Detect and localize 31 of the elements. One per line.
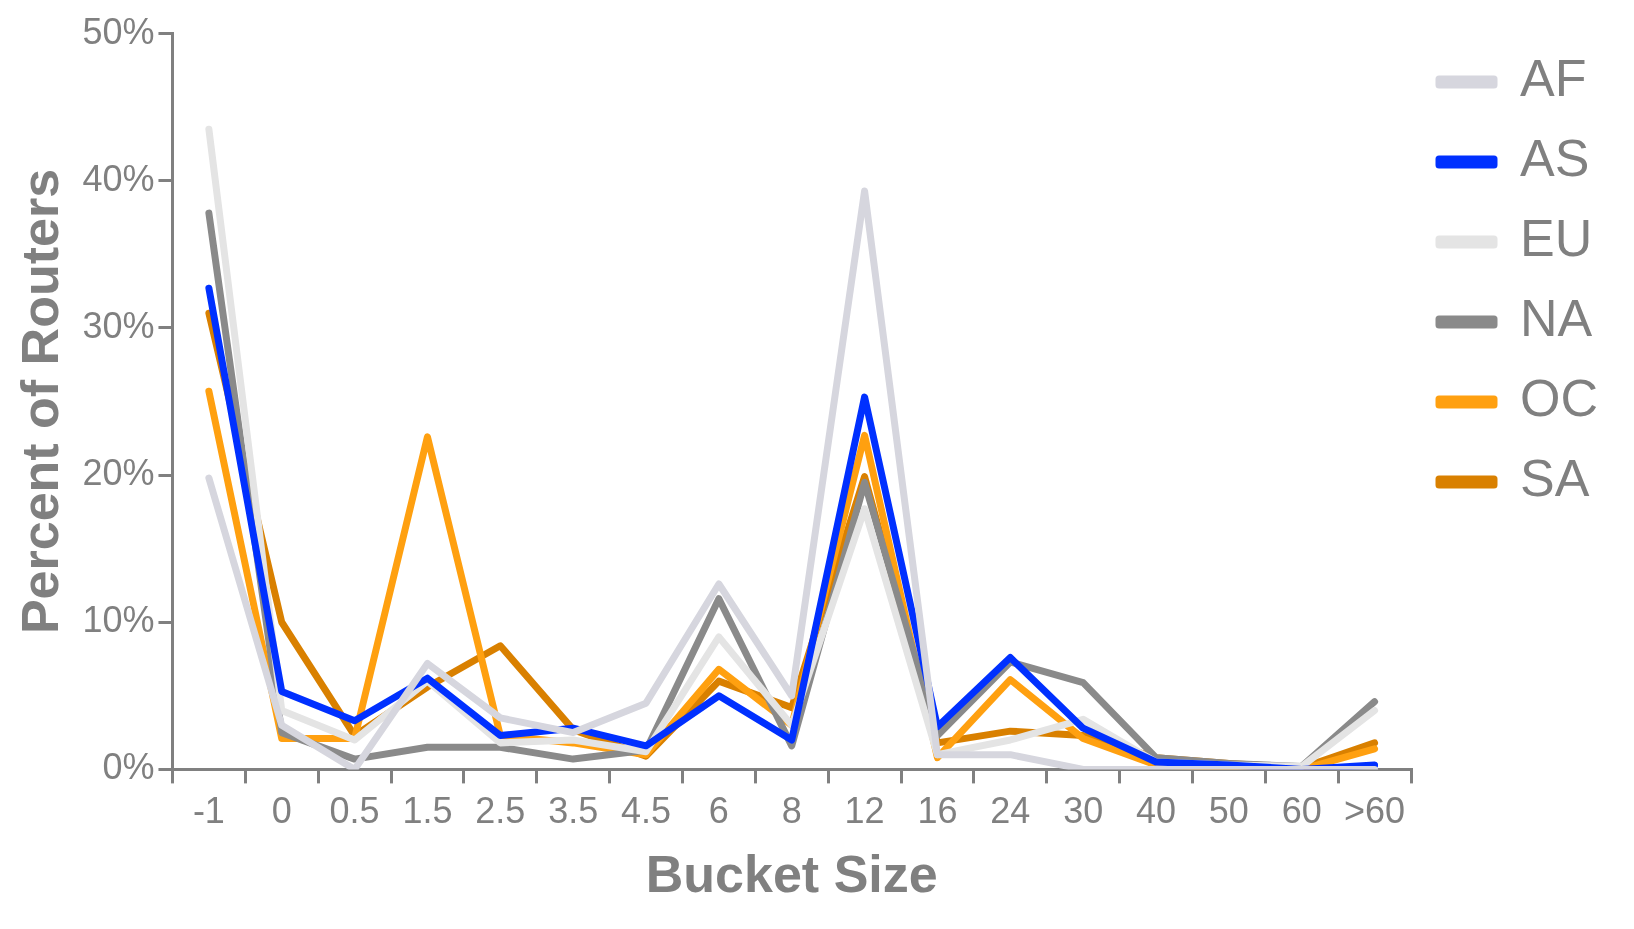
x-axis-title: Bucket Size (645, 845, 938, 904)
x-tick-label: -1 (192, 789, 225, 831)
x-tick-label: 30 (1063, 789, 1104, 831)
y-tick-label: 0% (102, 746, 155, 788)
x-tick-label: 60 (1281, 789, 1322, 831)
y-axis-title: Percent of Routers (10, 168, 69, 635)
x-tick-label: 50 (1208, 789, 1249, 831)
x-tick-label: 24 (990, 789, 1031, 831)
x-tick-label: 16 (917, 789, 958, 831)
legend-label: AF (1520, 49, 1587, 108)
x-tick-label: 2.5 (475, 789, 526, 831)
y-tick-label: 40% (82, 157, 155, 199)
legend-label: NA (1520, 289, 1593, 348)
legend-label: AS (1520, 129, 1590, 188)
x-tick-label: 6 (708, 789, 729, 831)
x-tick-label: 8 (781, 789, 802, 831)
y-tick-label: 50% (82, 10, 155, 52)
y-tick-label: 10% (82, 599, 155, 641)
x-tick-label: 4.5 (620, 789, 672, 831)
x-tick-label: 0.5 (329, 789, 380, 831)
legend-label: EU (1520, 209, 1593, 268)
x-tick-label: 0 (271, 789, 292, 831)
x-tick-label: 12 (844, 789, 885, 831)
x-tick-label: >60 (1344, 789, 1406, 831)
legend-label: SA (1520, 449, 1590, 508)
x-tick-label: 40 (1135, 789, 1177, 831)
y-tick-label: 30% (82, 304, 155, 346)
x-tick-label: 1.5 (402, 789, 453, 831)
legend-label: OC (1520, 369, 1598, 428)
x-tick-label: 3.5 (548, 789, 599, 831)
y-tick-label: 20% (82, 452, 155, 493)
